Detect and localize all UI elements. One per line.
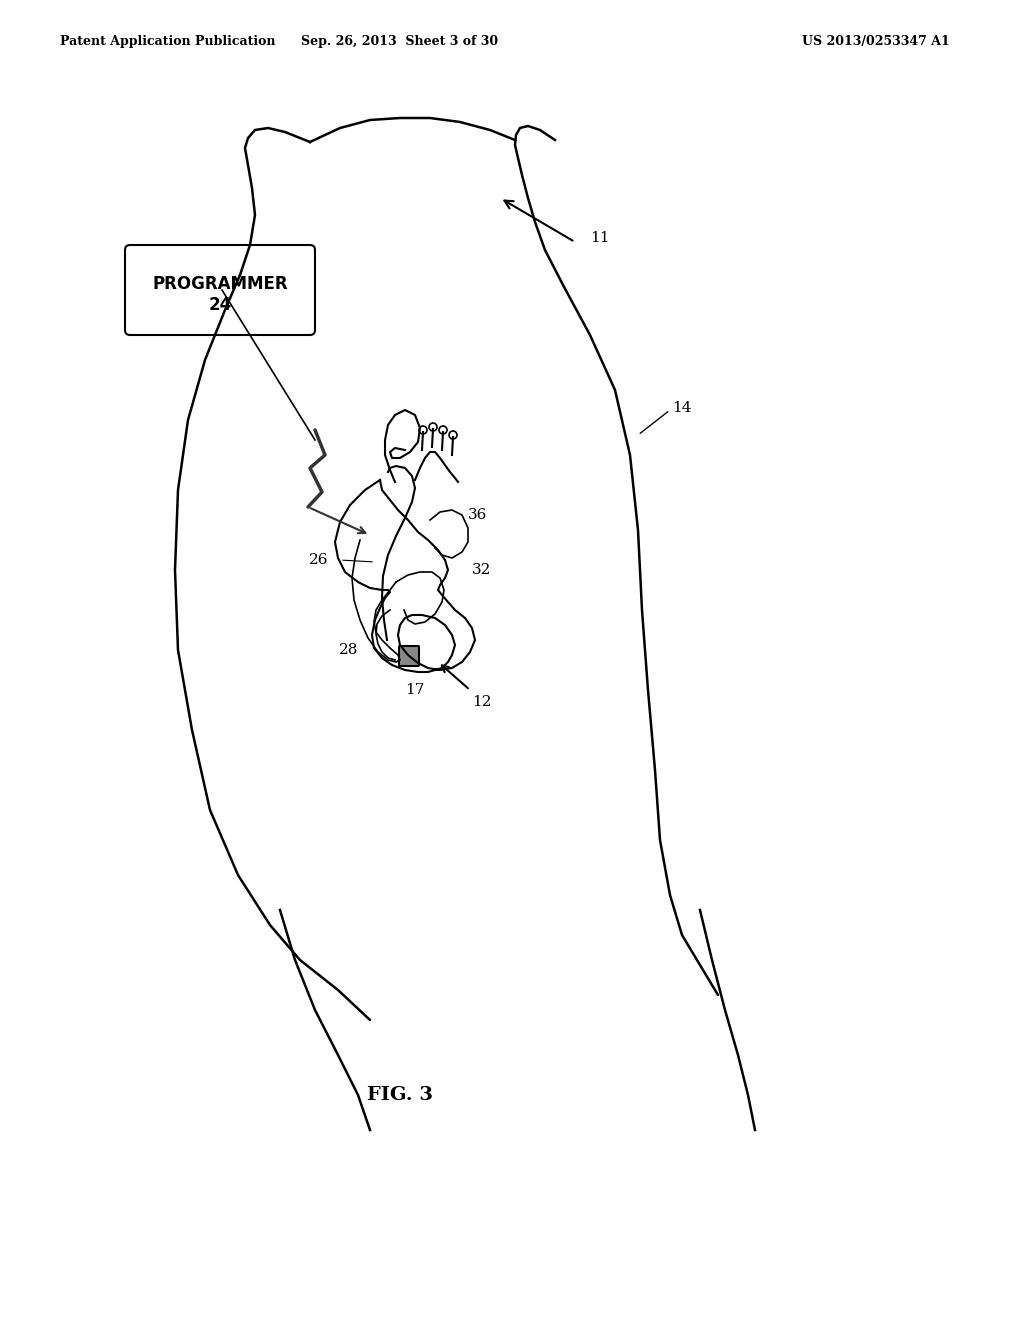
Text: 26: 26 — [308, 553, 328, 568]
Text: 28: 28 — [339, 643, 358, 657]
Text: 17: 17 — [406, 682, 425, 697]
Text: 14: 14 — [672, 401, 691, 414]
Text: PROGRAMMER
24: PROGRAMMER 24 — [153, 275, 288, 314]
Text: 36: 36 — [468, 508, 487, 521]
Text: 32: 32 — [472, 564, 492, 577]
Text: Patent Application Publication: Patent Application Publication — [60, 36, 275, 48]
Text: FIG. 3: FIG. 3 — [367, 1086, 433, 1104]
FancyBboxPatch shape — [125, 246, 315, 335]
Text: US 2013/0253347 A1: US 2013/0253347 A1 — [802, 36, 950, 48]
FancyBboxPatch shape — [399, 645, 419, 667]
Text: Sep. 26, 2013  Sheet 3 of 30: Sep. 26, 2013 Sheet 3 of 30 — [301, 36, 499, 48]
Text: 11: 11 — [590, 231, 609, 246]
Text: 12: 12 — [472, 696, 492, 709]
